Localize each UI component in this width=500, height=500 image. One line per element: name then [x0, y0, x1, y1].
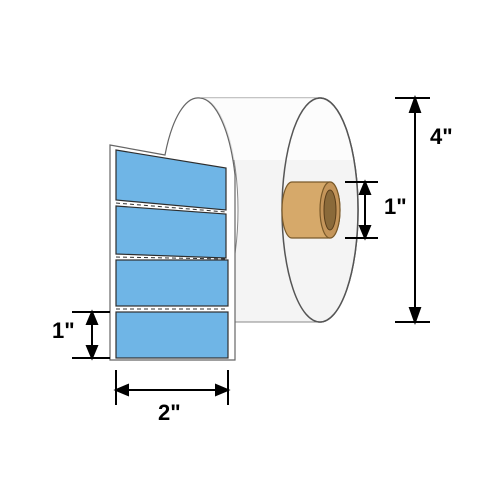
- label-2: [116, 206, 226, 258]
- label-roll-diagram: 4" 1" 1" 2": [0, 0, 500, 500]
- dim-label-height: 1": [52, 318, 75, 344]
- diagram-svg: [0, 0, 500, 500]
- labels-group: [116, 150, 228, 358]
- core-hole: [324, 190, 336, 230]
- label-4: [116, 312, 228, 358]
- dim-roll-diameter: 4": [430, 124, 453, 150]
- dim-label-width: 2": [158, 400, 181, 426]
- dim-core-diameter: 1": [384, 194, 407, 220]
- label-3: [116, 260, 228, 306]
